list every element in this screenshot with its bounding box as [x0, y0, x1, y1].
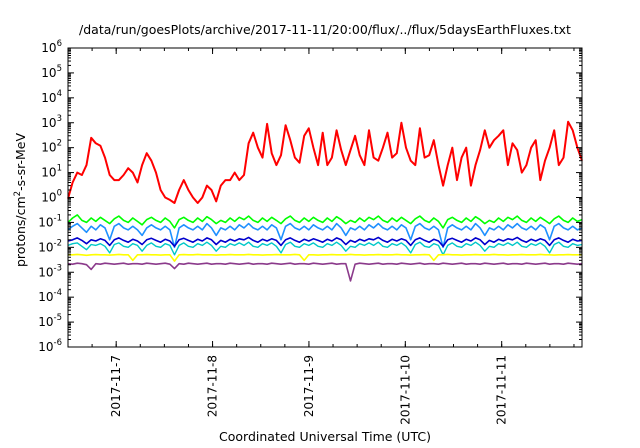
- y-tick-label: 104: [41, 89, 62, 105]
- y-tick-label: 106: [41, 39, 62, 55]
- y-tick-label: 10-5: [38, 313, 62, 329]
- series-line-4: [67, 241, 583, 256]
- series-layer: [67, 120, 583, 282]
- series-line-1: [67, 120, 583, 204]
- y-tick-label: 103: [41, 114, 62, 130]
- x-axis-ticks: 2017-11-7 2017-11-8 2017-11-9 2017-11-10 201…: [67, 48, 575, 425]
- x-tick-label: 2017-11-8: [206, 355, 220, 417]
- y-tick-label: 10-1: [38, 213, 62, 229]
- y-axis-label: protons/cm2-s-sr-MeV: [13, 133, 28, 267]
- series-line-3: [67, 222, 583, 249]
- series-line-6: [68, 253, 582, 262]
- series-line-7: [67, 262, 583, 282]
- series-line-5: [67, 236, 583, 248]
- x-axis-label: Coordinated Universal Time (UTC): [219, 429, 431, 444]
- series-line-2: [67, 214, 583, 229]
- y-tick-label: 10-2: [38, 238, 62, 254]
- chart-title: /data/run/goesPlots/archive/2017-11-11/2…: [79, 22, 571, 37]
- y-tick-label: 100: [41, 189, 62, 205]
- y-tick-label: 102: [41, 139, 62, 155]
- y-tick-label: 10-6: [38, 338, 62, 354]
- x-tick-label: 2017-11-9: [302, 355, 316, 417]
- y-axis-ticks: 10-6 10-5 10-4 10-3 10-2 10-1 100 101 102 103 104 1…: [38, 39, 582, 354]
- x-tick-label: 2017-11-10: [398, 355, 412, 425]
- plot-frame: [67, 47, 583, 348]
- y-tick-label: 105: [41, 64, 62, 80]
- x-tick-label: 2017-11-11: [495, 355, 509, 425]
- x-tick-label: 2017-11-7: [109, 355, 123, 417]
- y-tick-label: 10-3: [38, 263, 62, 279]
- y-tick-label: 101: [41, 164, 62, 180]
- y-tick-label: 10-4: [38, 288, 62, 304]
